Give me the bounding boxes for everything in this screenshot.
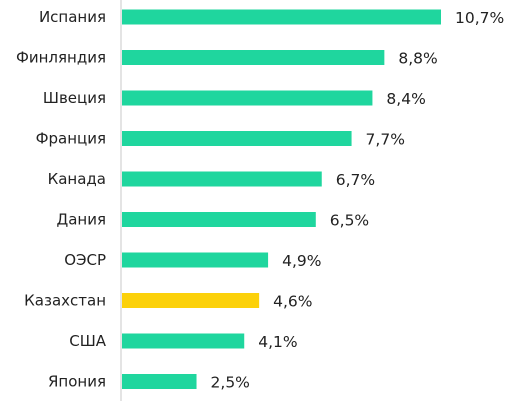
bar: [122, 333, 245, 349]
value-label: 4,1%: [258, 333, 297, 351]
value-label: 7,7%: [366, 131, 405, 149]
bar-row: Финляндия 8,8%: [16, 49, 438, 68]
value-label: 6,7%: [336, 171, 375, 189]
category-label: Финляндия: [16, 49, 106, 67]
value-label: 8,8%: [398, 50, 437, 68]
bar-row: Казахстан 4,6%: [24, 292, 312, 311]
bar: [122, 90, 373, 106]
highlighted-bar: [122, 293, 260, 308]
bar-row: Швеция 8,4%: [43, 89, 426, 108]
category-label: Дания: [57, 211, 107, 229]
bar-row: США 4,1%: [69, 332, 297, 351]
bar-row: ОЭСР 4,9%: [64, 251, 321, 270]
category-label: Казахстан: [24, 292, 106, 310]
bar-row: Франция 7,7%: [36, 130, 405, 149]
bar: [122, 212, 316, 227]
bar: [122, 252, 269, 268]
value-label: 4,6%: [273, 293, 312, 311]
bar-row: Канада 6,7%: [48, 170, 376, 189]
bar: [122, 131, 352, 146]
bar-row: Дания 6,5%: [57, 211, 370, 230]
category-label: ОЭСР: [64, 251, 106, 269]
category-label: Канада: [48, 170, 106, 188]
bar: [122, 9, 441, 25]
bars-group: Испания 10,7% Финляндия 8,8% Швеция 8,4% Франц…: [16, 8, 504, 392]
value-label: 4,9%: [282, 252, 321, 270]
category-label: Швеция: [43, 89, 106, 107]
bar: [122, 50, 385, 65]
bar-row: Испания 10,7%: [39, 8, 504, 27]
category-label: Япония: [48, 373, 106, 391]
category-label: Франция: [36, 130, 106, 148]
category-label: США: [69, 332, 107, 350]
bar: [122, 171, 322, 187]
value-label: 8,4%: [386, 90, 425, 108]
bar: [122, 374, 197, 389]
value-label: 10,7%: [455, 9, 504, 27]
value-label: 2,5%: [211, 374, 250, 392]
value-label: 6,5%: [330, 212, 369, 230]
bar-row: Япония 2,5%: [48, 373, 250, 392]
category-label: Испания: [39, 8, 106, 26]
